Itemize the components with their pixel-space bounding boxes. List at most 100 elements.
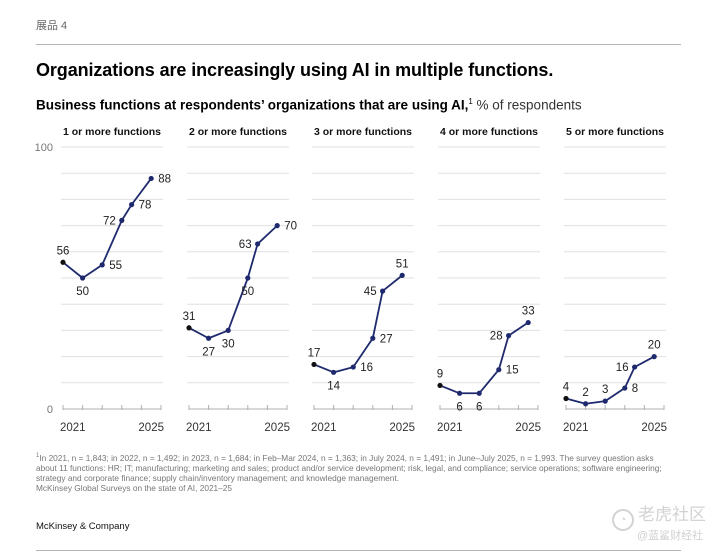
data-label: 17 <box>308 347 321 359</box>
subtitle-unit: % of respondents <box>472 97 582 113</box>
top-divider <box>36 44 681 45</box>
footnote-source: McKinsey Global Surveys on the state of … <box>36 483 233 494</box>
data-point <box>80 275 86 281</box>
data-label: 2 <box>582 387 588 399</box>
panel-title-1: 1 or more functions <box>63 126 161 138</box>
data-label: 55 <box>109 260 122 272</box>
subtitle-footnote-marker: 1 <box>468 97 473 106</box>
x-tick-label-start: 2021 <box>311 422 337 434</box>
data-point <box>225 327 231 333</box>
x-tick-label-end: 2025 <box>264 422 290 434</box>
watermark-logo-icon: ◔ <box>612 509 634 531</box>
x-tick-label-end: 2025 <box>138 422 164 434</box>
data-point <box>255 241 261 247</box>
data-point <box>350 364 356 370</box>
data-point <box>399 272 405 278</box>
data-label: 88 <box>158 173 171 185</box>
data-point <box>437 382 443 389</box>
x-tick-label-end: 2025 <box>515 422 541 434</box>
data-label: 9 <box>437 368 443 380</box>
data-point <box>563 395 569 402</box>
x-tick-label-start: 2021 <box>563 422 589 434</box>
data-label: 20 <box>648 340 661 352</box>
panel-title-2: 2 or more functions <box>189 126 287 138</box>
footnote-marker: 1 <box>36 453 40 459</box>
data-label: 63 <box>239 239 252 251</box>
data-point <box>380 288 386 294</box>
data-point <box>476 390 482 396</box>
data-point <box>622 385 628 391</box>
series-line-1 <box>62 177 152 279</box>
data-label: 3 <box>602 384 608 396</box>
data-point <box>457 390 463 396</box>
x-tick-label-start: 2021 <box>437 422 463 434</box>
bottom-divider <box>36 550 681 551</box>
x-tick-label-start: 2021 <box>186 422 212 434</box>
chart-subtitle: Business functions at respondents’ organ… <box>36 97 582 113</box>
series-line-4 <box>439 321 529 395</box>
data-label: 4 <box>563 382 570 394</box>
data-label: 6 <box>456 401 462 413</box>
panel-title-5: 5 or more functions <box>566 126 664 138</box>
data-label: 72 <box>103 215 116 227</box>
data-point <box>186 325 192 331</box>
data-point <box>311 361 317 368</box>
data-label: 8 <box>632 383 638 395</box>
series-line-5 <box>565 355 655 405</box>
y-tick-label-0: 0 <box>47 404 53 416</box>
data-point <box>274 223 280 229</box>
data-label: 30 <box>222 338 235 350</box>
data-point <box>651 354 657 360</box>
data-label: 78 <box>139 200 152 212</box>
y-tick-label-100: 100 <box>35 142 53 154</box>
data-point <box>129 202 135 208</box>
series-line-3 <box>313 274 403 374</box>
data-label: 6 <box>476 401 482 413</box>
watermark-line1: 老虎社区 <box>638 505 706 524</box>
data-point <box>148 175 154 182</box>
data-point <box>206 335 212 341</box>
subtitle-main: Business functions at respondents’ organ… <box>36 97 469 113</box>
data-label: 27 <box>380 333 393 345</box>
data-label: 70 <box>284 221 297 233</box>
exhibit-label: 展品 4 <box>36 20 68 32</box>
data-label: 56 <box>57 245 70 257</box>
x-tick-label-start: 2021 <box>60 422 86 434</box>
data-label: 51 <box>396 258 409 270</box>
data-point <box>119 217 125 223</box>
small-multiples-line-chart: 100 0 1 or more functions 2021 2025 56 50 55 72 7… <box>35 126 667 434</box>
data-point <box>632 364 638 370</box>
series-line-2 <box>188 224 278 340</box>
x-tick-label-end: 2025 <box>641 422 667 434</box>
data-point <box>99 262 105 268</box>
data-point <box>583 401 589 407</box>
data-label: 14 <box>327 380 340 392</box>
data-point <box>60 259 66 265</box>
x-tick-label-end: 2025 <box>389 422 415 434</box>
data-label: 50 <box>76 286 89 298</box>
watermark-handle: @蓝鲨财经社 <box>637 530 704 542</box>
data-label: 27 <box>202 346 215 358</box>
data-point <box>496 367 502 373</box>
panel-title-4: 4 or more functions <box>440 126 538 138</box>
data-point <box>525 319 531 326</box>
data-point <box>331 369 337 375</box>
watermark-community: ◔ 老虎社区 <box>612 500 706 531</box>
panel-title-3: 3 or more functions <box>314 126 412 138</box>
chart-title: Organizations are increasingly using AI … <box>36 60 554 80</box>
footnote: 1In 2021, n = 1,843; in 2022, n = 1,492;… <box>36 451 676 494</box>
data-point <box>245 275 251 281</box>
brand-logo-text: McKinsey & Company <box>36 521 130 532</box>
data-label: 50 <box>241 286 254 298</box>
data-point <box>370 335 376 341</box>
data-label: 45 <box>364 286 377 298</box>
data-label: 16 <box>616 362 629 374</box>
footnote-text: In 2021, n = 1,843; in 2022, n = 1,492; … <box>36 452 662 484</box>
data-label: 31 <box>183 311 196 323</box>
data-point <box>602 398 608 404</box>
data-label: 28 <box>490 331 503 343</box>
data-label: 15 <box>506 365 519 377</box>
data-label: 33 <box>522 306 535 318</box>
data-label: 16 <box>360 362 373 374</box>
data-point <box>506 333 512 339</box>
